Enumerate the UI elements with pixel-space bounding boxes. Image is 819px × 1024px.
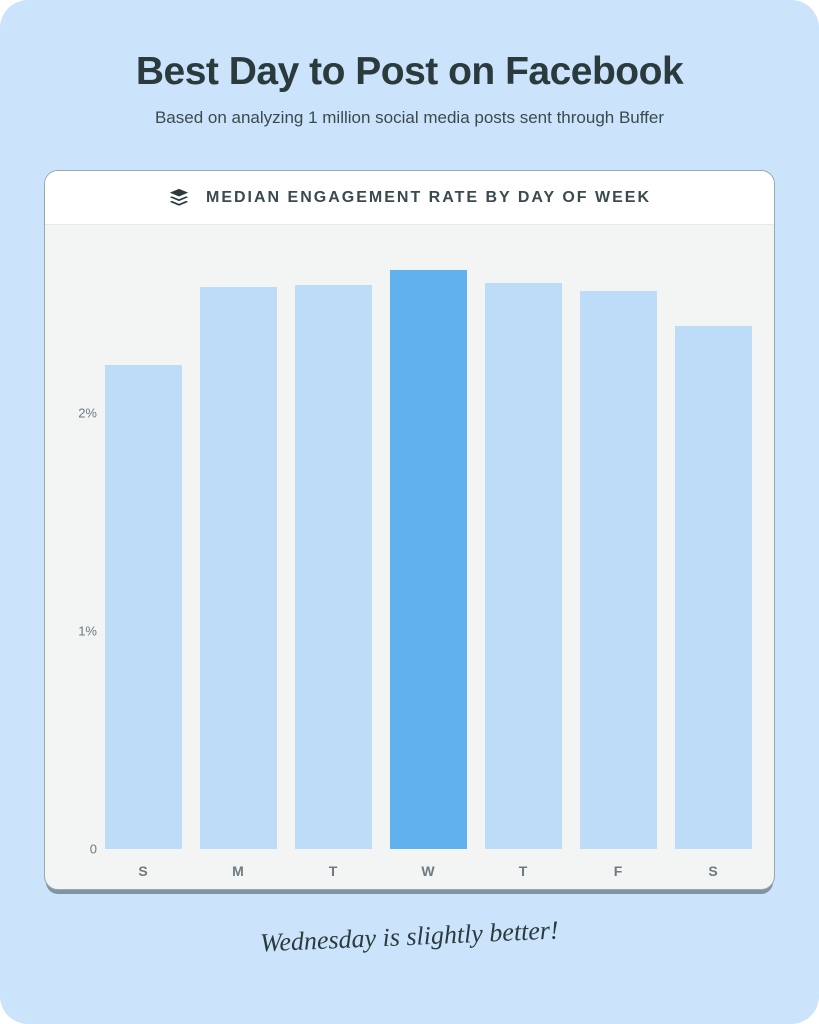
bar-0 [105,365,182,849]
chart-title: MEDIAN ENGAGEMENT RATE BY DAY OF WEEK [206,189,651,207]
x-label: S [675,849,752,889]
bar-6 [675,326,752,849]
x-label: F [580,849,657,889]
y-tick: 0 [61,842,97,857]
x-label: T [295,849,372,889]
buffer-stack-icon [168,187,190,209]
x-axis: SMTWTFS [105,849,752,889]
y-tick: 2% [61,406,97,421]
handwritten-caption: Wednesday is slightly better! [260,915,560,958]
x-label: M [200,849,277,889]
y-tick: 1% [61,624,97,639]
page-subtitle: Based on analyzing 1 million social medi… [155,108,664,128]
bar-1 [200,287,277,849]
bar-2 [295,285,372,849]
chart-plot-area: SMTWTFS 01%2% [45,225,774,889]
bars-container [105,239,752,849]
x-label: W [390,849,467,889]
chart-panel: MEDIAN ENGAGEMENT RATE BY DAY OF WEEK SM… [44,170,775,890]
x-label: S [105,849,182,889]
bar-3 [390,270,467,850]
chart-header: MEDIAN ENGAGEMENT RATE BY DAY OF WEEK [45,171,774,225]
infographic-card: Best Day to Post on Facebook Based on an… [0,0,819,1024]
x-label: T [485,849,562,889]
page-title: Best Day to Post on Facebook [136,50,683,94]
bar-5 [580,291,657,849]
bar-4 [485,283,562,849]
